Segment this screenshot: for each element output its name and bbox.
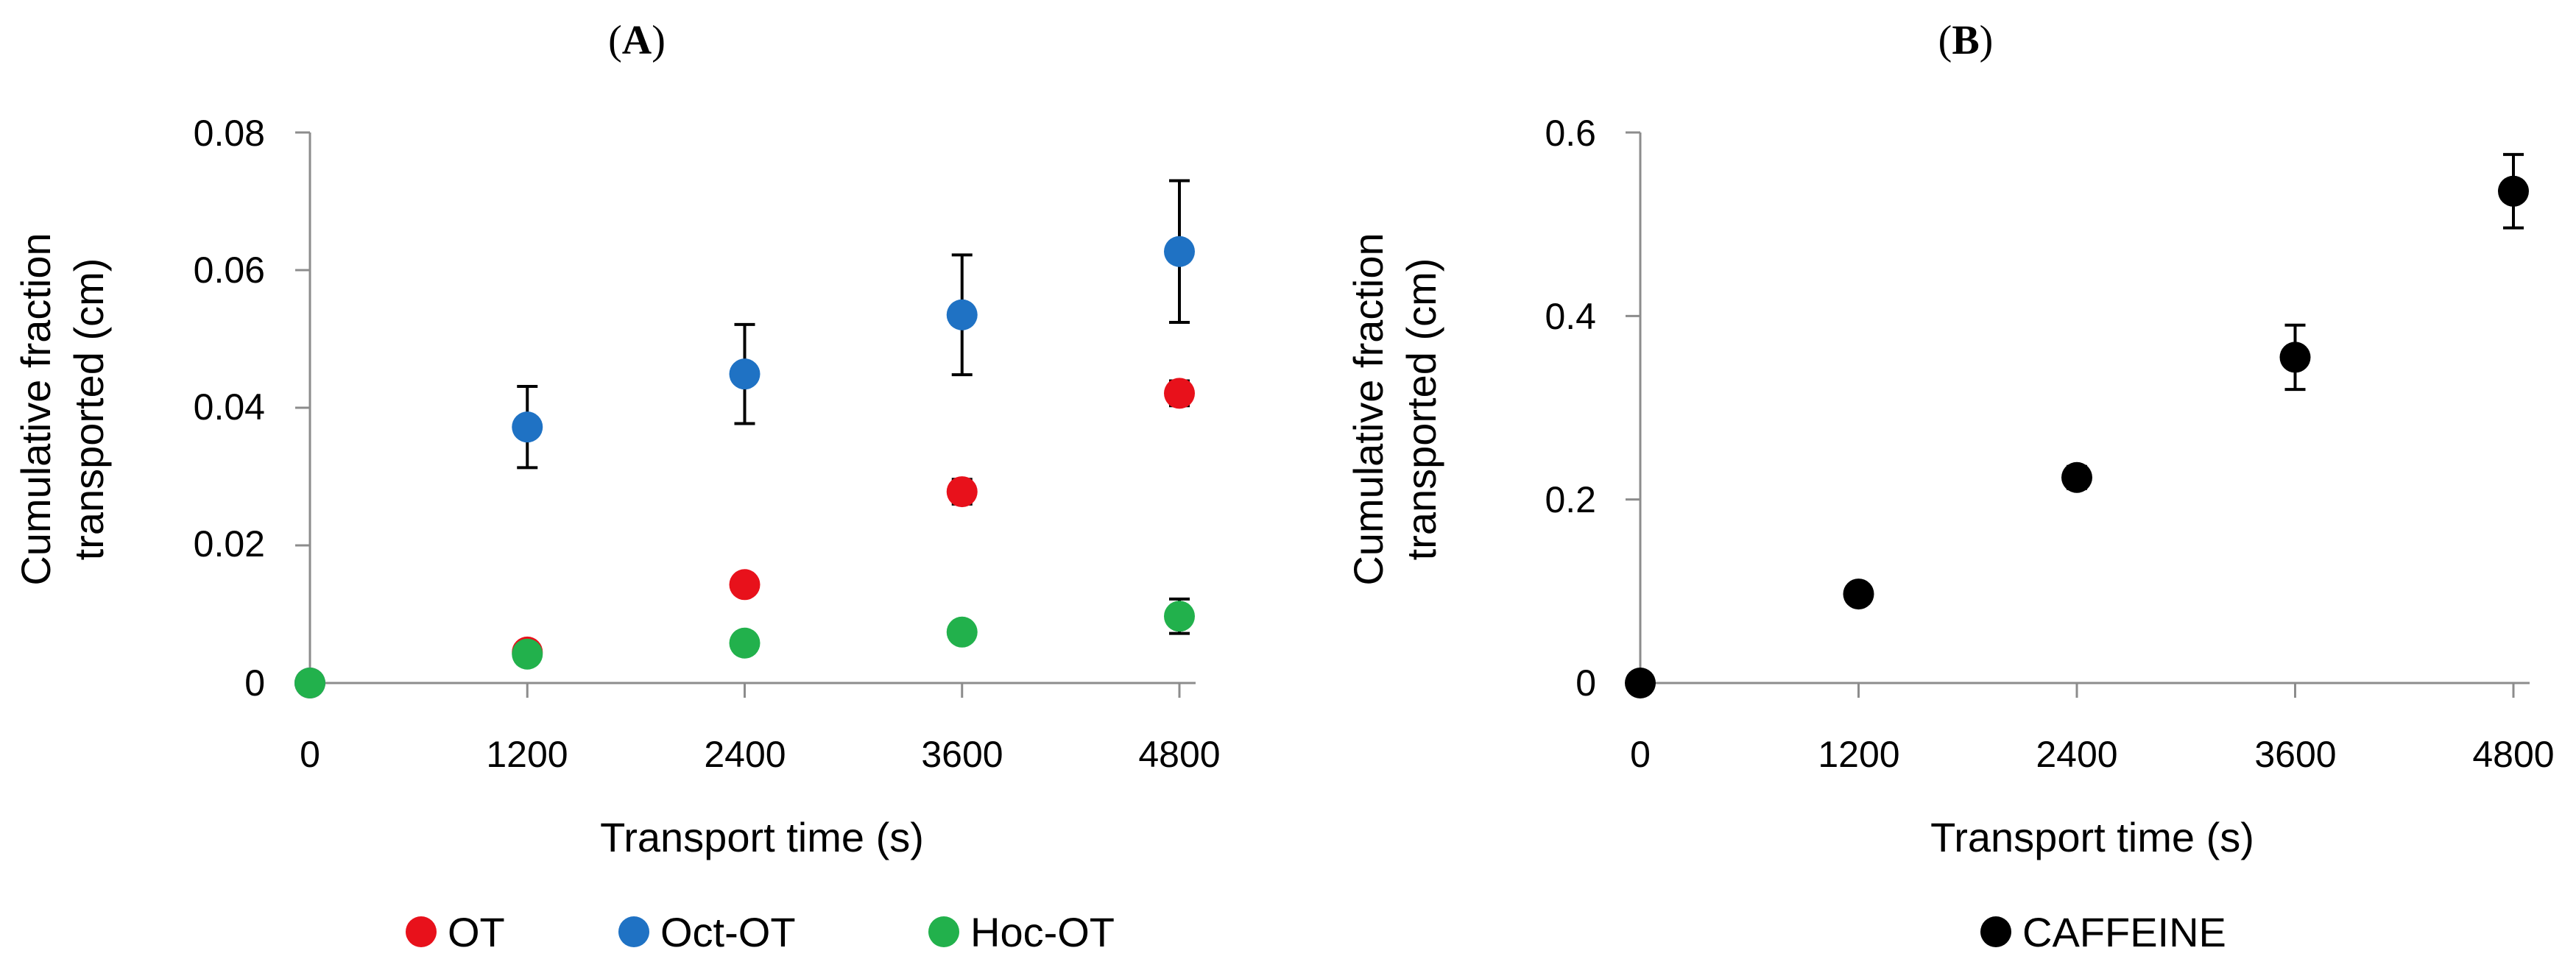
panel-a-y-tick-label: 0 <box>244 662 265 704</box>
panel-a-data-points <box>294 236 1195 698</box>
panel-b-x-tick-label: 4800 <box>2472 734 2554 775</box>
legend-marker-ot <box>406 916 437 947</box>
data-point-caffeine <box>2498 175 2529 207</box>
panel-a-x-tick-label: 3600 <box>921 734 1003 775</box>
legend-label-ot: OT <box>448 909 505 955</box>
panel-a-y-tick-label: 0.06 <box>194 250 265 291</box>
panel-a-error-bars <box>517 179 1190 643</box>
data-point-oct-ot <box>512 411 543 443</box>
legend-marker-caffeine <box>1980 916 2011 947</box>
data-point-hoc-ot <box>1164 601 1195 632</box>
panel-a-x-axis-title: Transport time (s) <box>600 814 924 860</box>
panel-b-x-axis-title: Transport time (s) <box>1930 814 2254 860</box>
legend-marker-hoc-ot <box>928 916 959 947</box>
panel-b-y-axis-title-line2: transported (cm) <box>1398 258 1444 561</box>
panel-b-x-tick-label: 2400 <box>2036 734 2117 775</box>
panel-b-error-bars <box>2067 152 2524 490</box>
data-point-oct-ot <box>946 299 978 330</box>
panel-a-x-tick-label: 2400 <box>704 734 786 775</box>
panel-a-label: (A) <box>608 18 666 63</box>
panel-a-x-tick-label: 0 <box>300 734 320 775</box>
panel-a-y-axis-title: Cumulative fraction transported (cm) <box>13 233 112 585</box>
data-point-hoc-ot <box>512 638 543 670</box>
data-point-ot <box>1164 378 1195 409</box>
panel-a-y-tick-labels: 0.08 0.06 0.04 0.02 0 <box>194 113 265 704</box>
legend-label-oct-ot: Oct-OT <box>660 909 796 955</box>
data-point-ot <box>946 476 978 508</box>
panel-b-legend: CAFFEINE <box>1980 909 2226 955</box>
panel-b-x-tick-label: 0 <box>1630 734 1651 775</box>
panel-a-y-axis-title-line2: transported (cm) <box>66 258 112 561</box>
panel-b: (B) Cumulative fraction transported (cm)… <box>1345 18 2555 955</box>
panel-a: (A) Cumulative fraction transported (cm)… <box>13 18 1221 955</box>
data-point-oct-ot <box>1164 236 1195 267</box>
panel-b-y-axis-title-line1: Cumulative fraction <box>1345 233 1391 585</box>
panel-a-x-tick-labels: 0 1200 2400 3600 4800 <box>300 734 1221 775</box>
legend-item-hoc-ot: Hoc-OT <box>928 909 1115 955</box>
panel-b-x-tick-label: 1200 <box>1818 734 1899 775</box>
panel-b-y-axis-title: Cumulative fraction transported (cm) <box>1345 233 1444 585</box>
data-point-ot <box>729 569 761 601</box>
panel-b-data-points <box>1625 175 2529 698</box>
data-point-caffeine <box>2061 461 2092 493</box>
data-point-hoc-ot <box>294 668 325 698</box>
panel-a-x-tick-label: 1200 <box>486 734 568 775</box>
panel-b-axes <box>1626 131 2530 698</box>
panel-a-y-tick-label: 0.08 <box>194 113 265 154</box>
legend-label-hoc-ot: Hoc-OT <box>970 909 1115 955</box>
panel-b-label: (B) <box>1938 18 1994 63</box>
panel-b-y-tick-label: 0.6 <box>1545 113 1596 154</box>
panel-a-axes <box>295 131 1196 698</box>
legend-item-caffeine: CAFFEINE <box>1980 909 2226 955</box>
panel-a-legend: OT Oct-OT Hoc-OT <box>406 909 1115 955</box>
data-point-caffeine <box>1625 668 1656 698</box>
panel-b-y-tick-label: 0 <box>1575 662 1596 704</box>
legend-label-caffeine: CAFFEINE <box>2022 909 2226 955</box>
legend-marker-oct-ot <box>618 916 649 947</box>
data-point-caffeine <box>1843 579 1874 610</box>
panel-b-y-tick-label: 0.4 <box>1545 296 1596 337</box>
panel-a-y-tick-label: 0.02 <box>194 523 265 565</box>
panel-b-y-tick-labels: 0.6 0.4 0.2 0 <box>1545 113 1596 704</box>
data-point-caffeine <box>2279 342 2311 373</box>
panel-a-y-axis-title-line1: Cumulative fraction <box>13 233 59 585</box>
legend-item-oct-ot: Oct-OT <box>618 909 796 955</box>
data-point-hoc-ot <box>946 616 978 648</box>
panel-a-y-tick-label: 0.04 <box>194 386 265 428</box>
data-point-hoc-ot <box>729 627 761 659</box>
panel-a-x-tick-label: 4800 <box>1138 734 1220 775</box>
panel-b-y-tick-label: 0.2 <box>1545 479 1596 520</box>
legend-item-ot: OT <box>406 909 505 955</box>
panel-b-x-tick-labels: 0 1200 2400 3600 4800 <box>1630 734 2555 775</box>
data-point-oct-ot <box>729 358 761 390</box>
panel-b-x-tick-label: 3600 <box>2254 734 2336 775</box>
